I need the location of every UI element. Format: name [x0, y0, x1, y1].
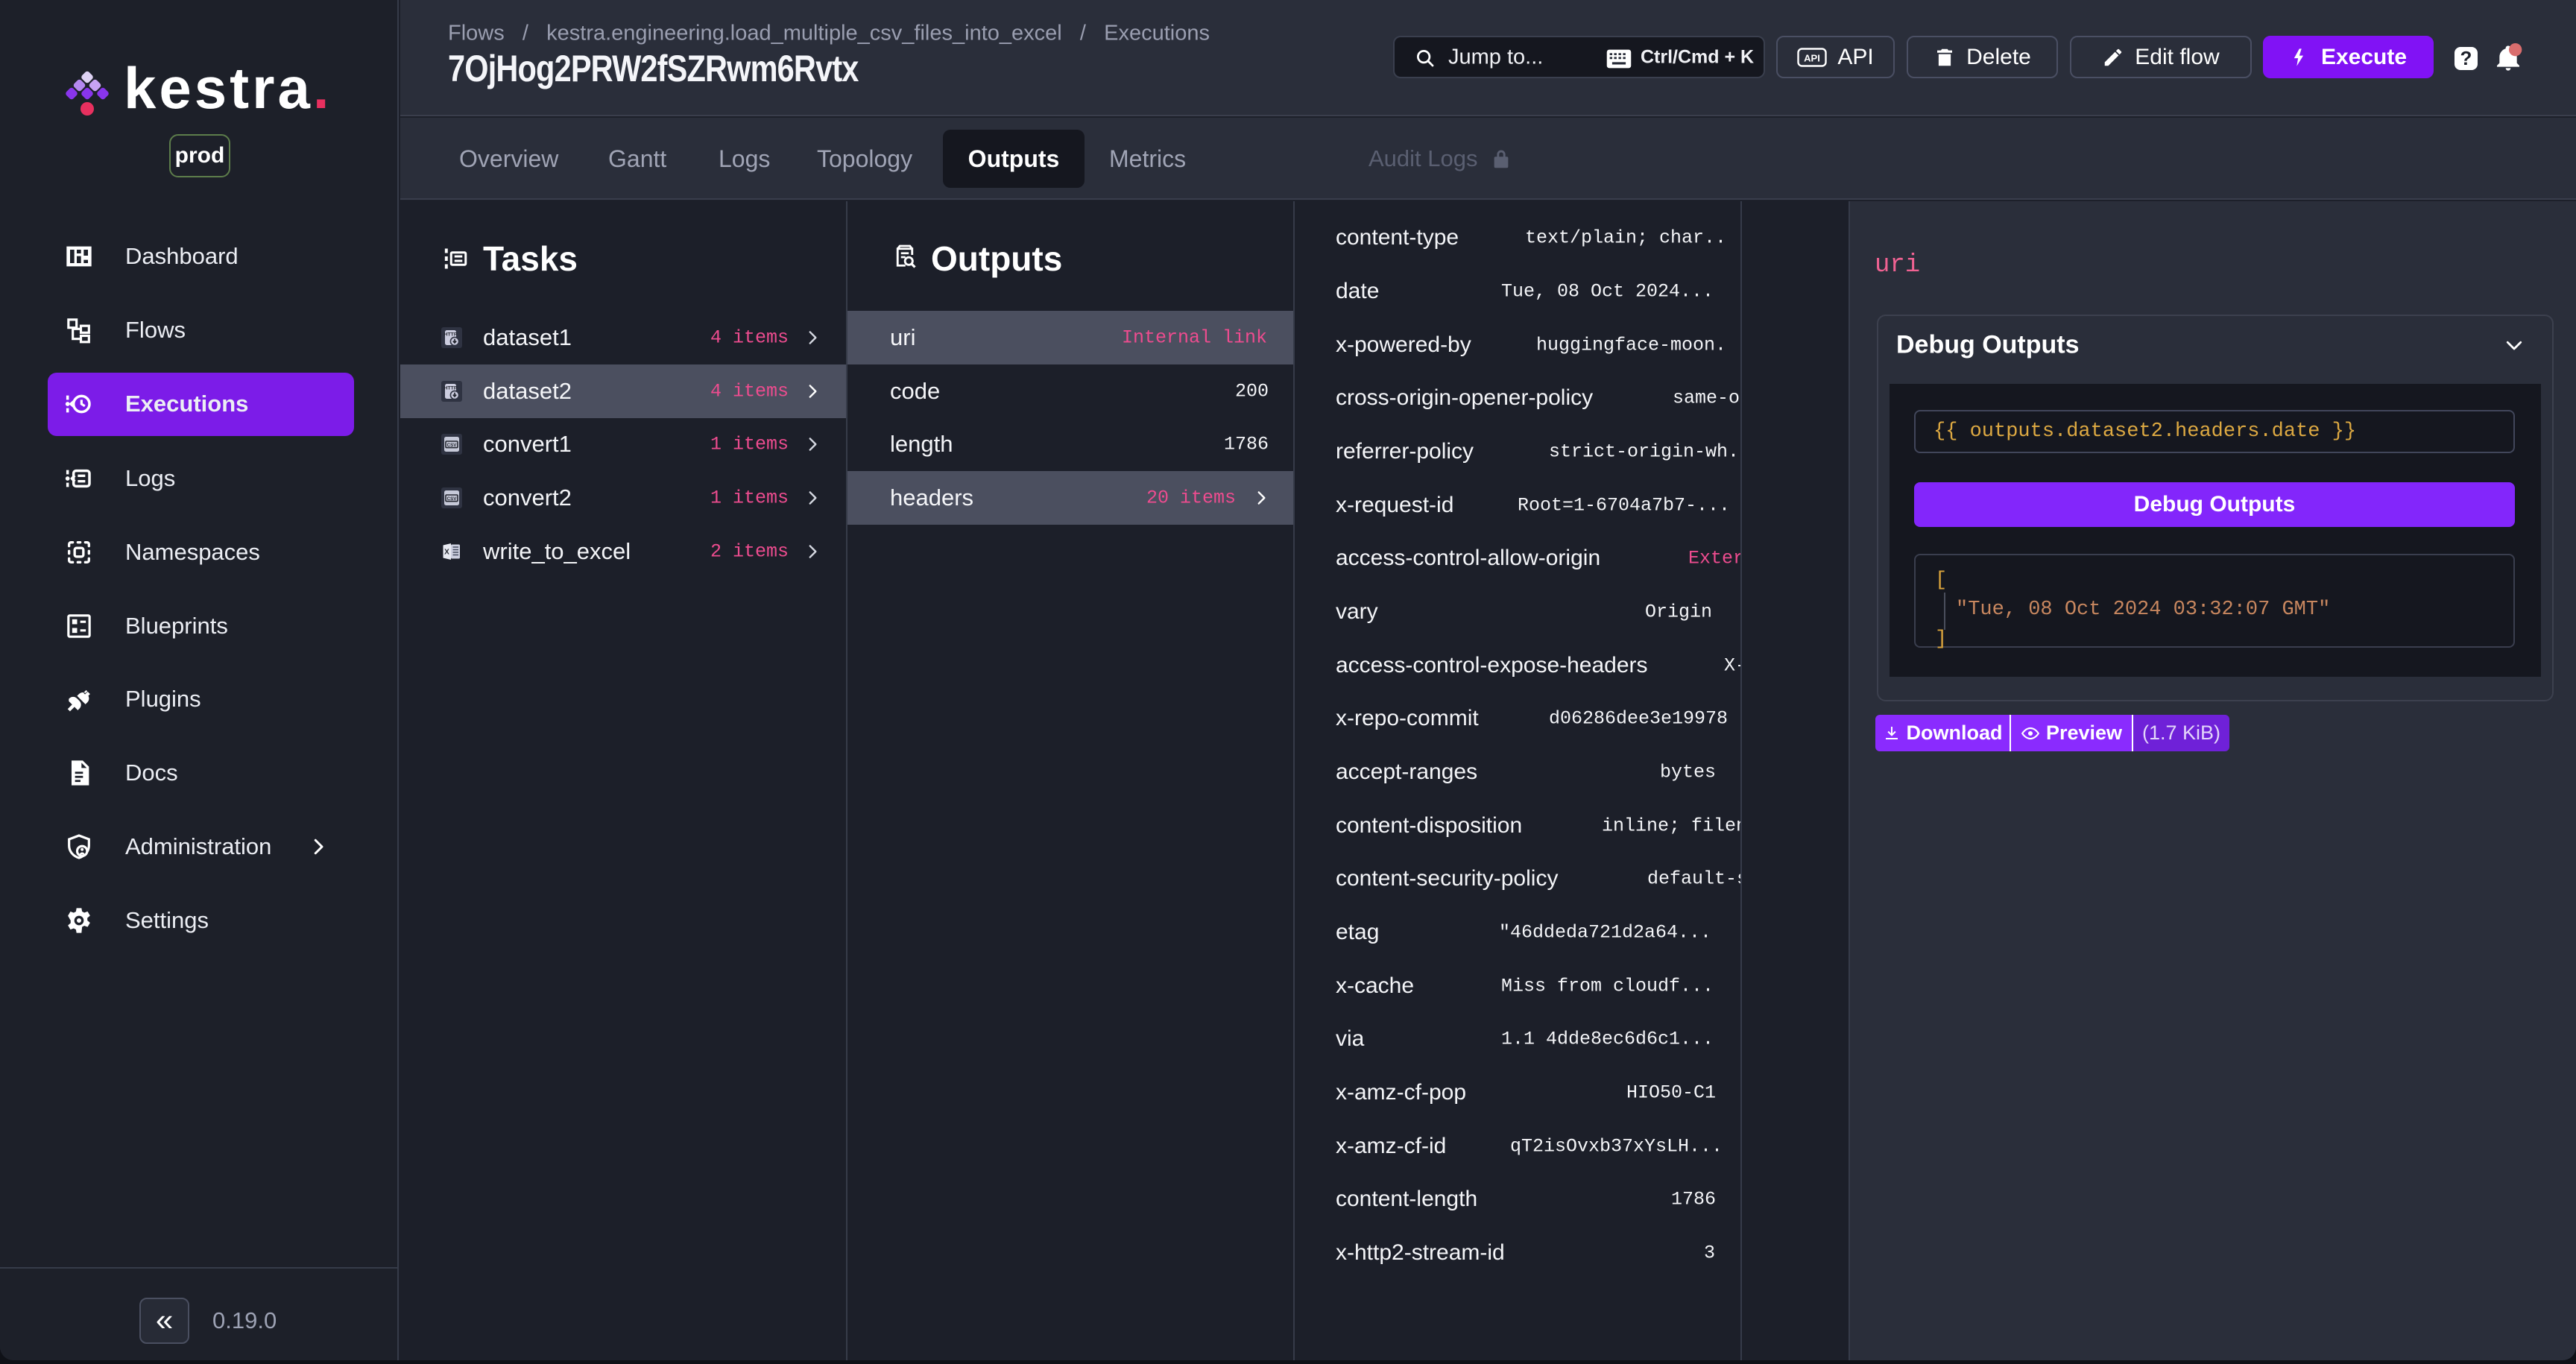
svg-text:CSV: CSV [447, 443, 458, 448]
svg-text:API: API [1804, 52, 1820, 63]
svg-text:HTTP: HTTP [444, 332, 458, 338]
svg-text:HTTP: HTTP [444, 386, 458, 391]
svg-text:X: X [444, 549, 449, 557]
svg-text:CSV: CSV [447, 496, 458, 502]
